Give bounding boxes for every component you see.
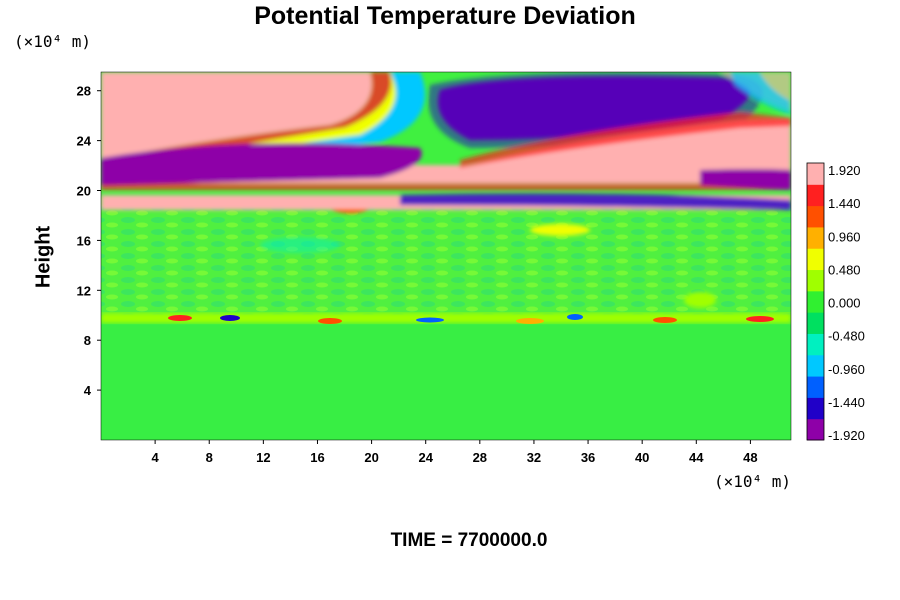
y-tick-label: 24	[77, 134, 92, 149]
colorbar-swatch	[807, 397, 824, 420]
x-tick-label: 48	[743, 450, 757, 465]
colorbar-swatch	[807, 205, 824, 228]
colorbar-label: -0.960	[828, 362, 865, 377]
colorbar-swatch	[807, 354, 824, 377]
colorbar-label: -1.920	[828, 428, 865, 443]
colorbar-label: 0.480	[828, 262, 861, 277]
y-tick-label: 20	[77, 184, 91, 199]
colorbar-swatch	[807, 376, 824, 398]
colorbar-label: -0.480	[828, 329, 865, 344]
time-label: TIME = 7700000.0	[390, 530, 548, 551]
colorbar-label: 0.960	[828, 229, 861, 244]
x-tick-label: 28	[473, 450, 487, 465]
colorbar-frame	[806, 162, 825, 441]
y-tick-label: 16	[77, 233, 91, 248]
x-tick-label: 32	[527, 450, 541, 465]
x-axis-unit: (×10⁴ m)	[714, 472, 792, 491]
x-tick-label: 8	[206, 450, 213, 465]
chart-title: Potential Temperature Deviation	[254, 2, 636, 30]
colorbar-swatch	[807, 418, 824, 441]
x-tick-label: 4	[152, 450, 160, 465]
plot-frame	[100, 71, 792, 441]
y-tick-label: 28	[77, 84, 91, 99]
x-tick-label: 40	[635, 450, 649, 465]
x-ticks: 4 8 12 16 20 24 28 32 36 40 44 48	[152, 440, 758, 465]
colorbar-swatch	[807, 312, 824, 334]
x-tick-label: 16	[310, 450, 324, 465]
field-lower-region	[101, 325, 791, 440]
field-mid-region	[101, 205, 791, 315]
y-tick-label: 4	[84, 383, 92, 398]
x-tick-label: 44	[689, 450, 704, 465]
colorbar-swatch	[807, 248, 824, 271]
colorbar-label: 1.440	[828, 196, 861, 211]
colorbar-swatch	[807, 184, 824, 207]
y-ticks: 4 8 12 16 20 24 28	[77, 84, 101, 398]
y-tick-label: 12	[77, 283, 91, 298]
colorbar-swatch	[807, 269, 824, 292]
colorbar-swatch	[807, 163, 824, 185]
colorbar-swatch	[807, 290, 824, 313]
x-tick-label: 24	[418, 450, 433, 465]
colorbar-swatch	[807, 333, 824, 356]
x-tick-label: 36	[581, 450, 595, 465]
colorbar: 1.920 1.440 0.960 0.480 0.000 -0.480 -0.960 -1.…	[806, 162, 865, 443]
x-tick-label: 12	[256, 450, 270, 465]
upper-layers	[101, 72, 791, 210]
y-tick-label: 8	[84, 333, 91, 348]
colorbar-label: -1.440	[828, 395, 865, 410]
x-tick-label: 20	[364, 450, 378, 465]
colorbar-swatch	[807, 226, 824, 249]
colorbar-label: 0.000	[828, 296, 861, 311]
heatmap-field	[101, 72, 791, 440]
colorbar-label: 1.920	[828, 163, 861, 178]
y-axis-unit: (×10⁴ m)	[14, 32, 92, 51]
tropopause-band	[101, 313, 791, 324]
